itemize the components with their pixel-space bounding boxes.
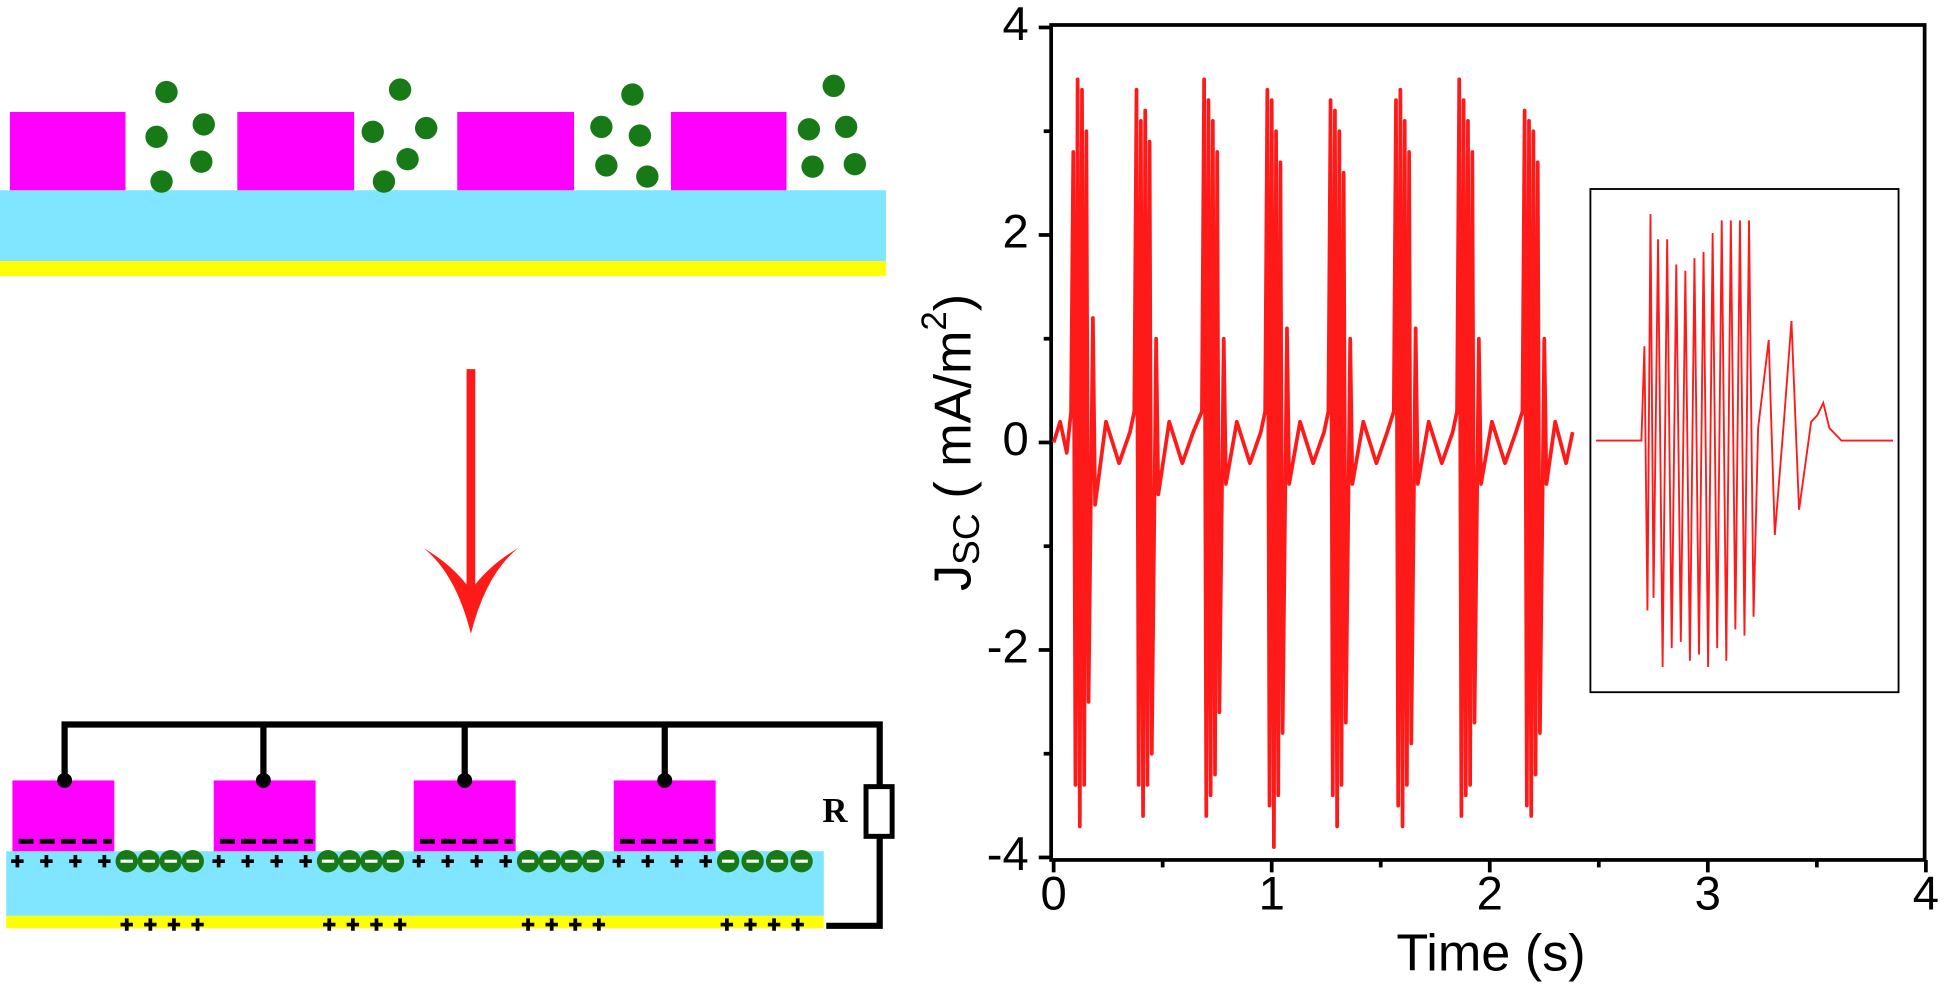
plus-sign	[670, 854, 683, 868]
plus-sign	[241, 854, 254, 868]
plus-sign	[641, 854, 654, 868]
block	[670, 111, 787, 191]
resistor	[863, 784, 895, 839]
plus-sign	[69, 854, 82, 868]
plus-sign	[270, 854, 283, 868]
plus-sign	[720, 918, 734, 931]
y-tick-label: -4	[987, 828, 1029, 881]
plus-sign	[699, 854, 712, 868]
signal-line	[1051, 77, 1575, 849]
plus-sign	[791, 918, 804, 931]
plus-sign	[299, 854, 312, 868]
block	[9, 111, 126, 191]
y-tick-label: 4	[1003, 0, 1029, 51]
plus-sign	[144, 918, 157, 931]
plus-sign	[545, 918, 558, 931]
plus-sign	[346, 918, 360, 931]
plus-sign	[569, 918, 582, 931]
electrode	[6, 915, 824, 929]
plus-sign	[412, 854, 425, 868]
x-tick-label: 3	[1695, 868, 1721, 921]
x-axis-label: Time (s)	[1396, 925, 1585, 983]
y-tick-label: 2	[1003, 205, 1029, 258]
plus-sign	[212, 854, 225, 868]
y-tick-label: 0	[1003, 413, 1029, 466]
plus-sign	[40, 854, 53, 868]
block	[457, 111, 575, 191]
plus-sign	[393, 918, 407, 931]
block	[237, 111, 355, 191]
x-tick-label: 1	[1259, 868, 1285, 921]
y-axis-label: JSC ( mA/m2)	[916, 294, 987, 591]
particles	[145, 74, 867, 193]
plus-sign	[98, 854, 111, 868]
resistor-label: R	[822, 791, 848, 830]
plus-sign	[370, 918, 383, 931]
x-tick-label: 2	[1477, 868, 1503, 921]
electrode	[0, 261, 886, 276]
x-tick-label: 4	[1913, 868, 1939, 921]
plus-sign	[592, 918, 606, 931]
bottom-schematic: R	[6, 721, 895, 931]
blocks	[12, 780, 716, 852]
plus-sign	[521, 918, 535, 931]
plus-sign	[441, 854, 454, 868]
wire	[826, 836, 883, 929]
plus-sign	[323, 918, 336, 931]
arrow	[423, 369, 519, 634]
y-tick-label: -2	[987, 620, 1029, 673]
plus-sign	[167, 918, 181, 931]
x-tick-label: 0	[1041, 868, 1067, 921]
wire	[61, 721, 883, 787]
inset-line	[1595, 214, 1894, 668]
charges	[11, 838, 813, 931]
y-label-rest: ( mA/m	[925, 331, 983, 514]
y-label-end: )	[925, 294, 983, 311]
plus-sign	[499, 854, 512, 868]
wire	[260, 724, 668, 781]
plus-sign	[612, 854, 625, 868]
plus-sign	[744, 918, 757, 931]
y-label-sub: SC	[945, 513, 987, 565]
substrate	[0, 190, 886, 262]
y-label-sup: 2	[916, 311, 954, 330]
contacts	[57, 772, 673, 788]
top-schematic	[0, 74, 886, 276]
plus-sign	[767, 918, 781, 931]
plus-sign	[191, 918, 204, 931]
plus-sign	[470, 854, 483, 868]
plus-sign	[11, 854, 24, 868]
y-label-main: J	[925, 565, 983, 591]
plus-sign	[120, 918, 133, 931]
